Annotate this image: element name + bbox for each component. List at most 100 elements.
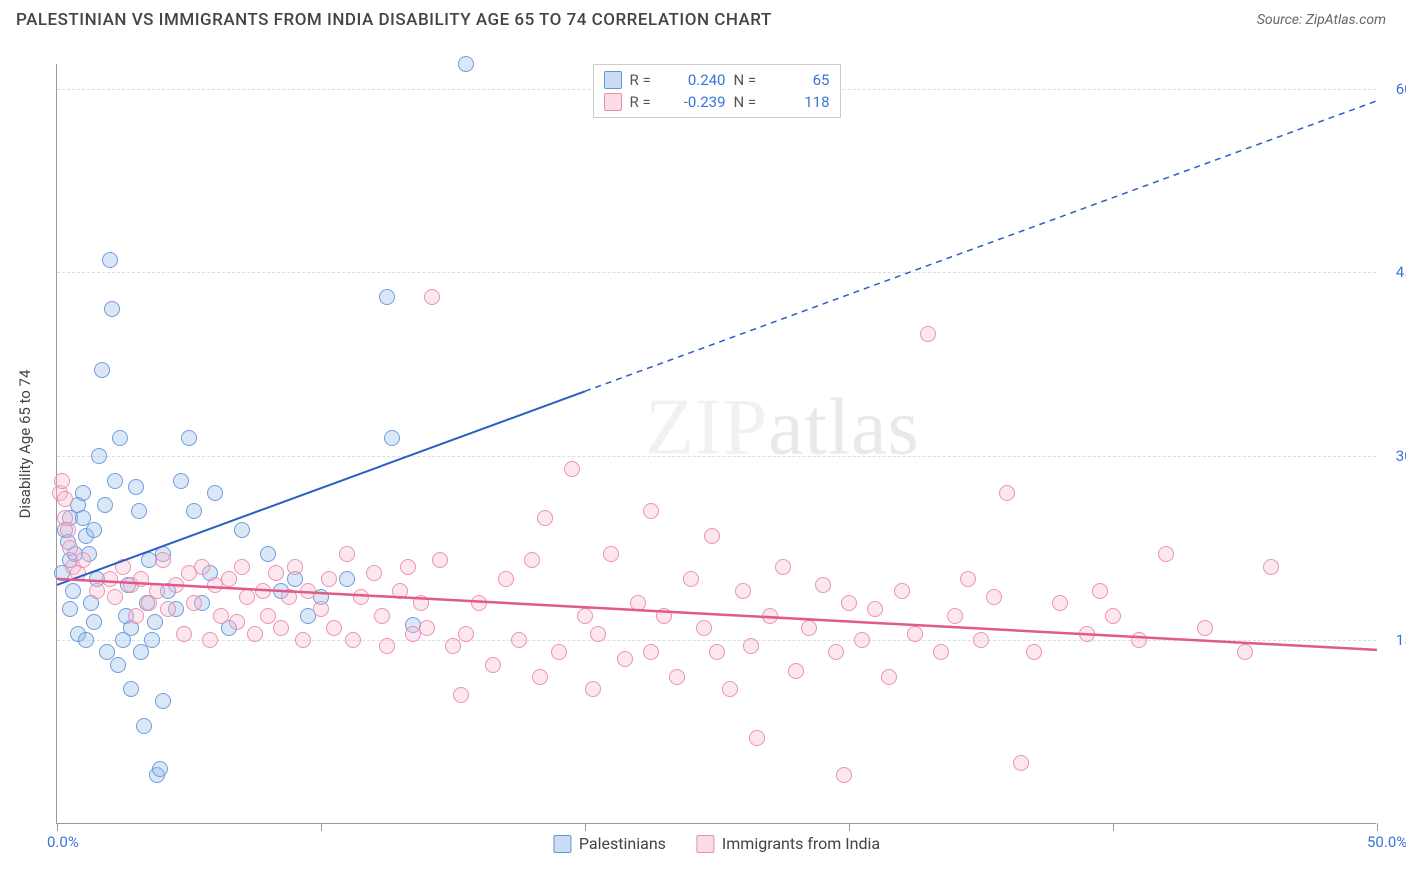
scatter-point <box>181 430 197 446</box>
scatter-point <box>75 485 91 501</box>
scatter-point <box>392 583 408 599</box>
scatter-point <box>735 583 751 599</box>
y-tick-label: 60.0% <box>1396 80 1406 98</box>
scatter-point <box>273 620 289 636</box>
scatter-point <box>313 601 329 617</box>
scatter-point <box>1079 626 1095 642</box>
x-tick-label: 0.0% <box>47 833 79 851</box>
scatter-point <box>366 565 382 581</box>
scatter-point <box>617 651 633 667</box>
scatter-point <box>326 620 342 636</box>
scatter-point <box>704 528 720 544</box>
x-tick <box>57 823 58 831</box>
scatter-point <box>630 595 646 611</box>
legend-r-value: -0.239 <box>666 93 726 111</box>
scatter-point <box>986 589 1002 605</box>
y-tick-label: 30.0% <box>1396 447 1406 465</box>
scatter-point <box>749 730 765 746</box>
scatter-point <box>920 326 936 342</box>
legend-r-value: 0.240 <box>666 71 726 89</box>
scatter-point <box>453 687 469 703</box>
scatter-point <box>168 577 184 593</box>
legend-series: PalestiniansImmigrants from India <box>553 834 880 853</box>
scatter-point <box>186 595 202 611</box>
scatter-point <box>1052 595 1068 611</box>
scatter-point <box>91 448 107 464</box>
scatter-point <box>229 614 245 630</box>
scatter-point <box>379 289 395 305</box>
x-tick <box>585 823 586 831</box>
scatter-point <box>815 577 831 593</box>
scatter-point <box>1026 644 1042 660</box>
scatter-point <box>128 608 144 624</box>
scatter-point <box>532 669 548 685</box>
legend-correlation: R =0.240N =65R =-0.239N =118 <box>593 64 841 118</box>
trend-lines <box>57 64 1376 823</box>
scatter-point <box>339 546 355 562</box>
scatter-point <box>287 559 303 575</box>
scatter-point <box>577 608 593 624</box>
scatter-point <box>1263 559 1279 575</box>
scatter-point <box>458 626 474 642</box>
scatter-point <box>155 693 171 709</box>
scatter-point <box>384 430 400 446</box>
scatter-point <box>234 559 250 575</box>
legend-row: R = -0.239 N = 118 <box>604 91 830 113</box>
scatter-point <box>947 608 963 624</box>
legend-n-value: 118 <box>770 93 830 111</box>
scatter-point <box>202 632 218 648</box>
scatter-point <box>458 56 474 72</box>
scatter-point <box>841 595 857 611</box>
scatter-point <box>102 571 118 587</box>
scatter-point <box>551 644 567 660</box>
scatter-point <box>1197 620 1213 636</box>
watermark: ZIPatlas <box>645 383 920 474</box>
scatter-point <box>149 583 165 599</box>
scatter-point <box>147 614 163 630</box>
scatter-point <box>281 589 297 605</box>
scatter-point <box>268 565 284 581</box>
x-tick <box>1113 823 1114 831</box>
scatter-point <box>86 522 102 538</box>
y-tick-label: 15.0% <box>1396 631 1406 649</box>
scatter-point <box>353 589 369 605</box>
scatter-point <box>234 522 250 538</box>
scatter-point <box>511 632 527 648</box>
scatter-point <box>94 362 110 378</box>
scatter-point <box>160 601 176 617</box>
scatter-point <box>907 626 923 642</box>
chart-source: Source: ZipAtlas.com <box>1257 12 1386 28</box>
scatter-point <box>213 608 229 624</box>
scatter-point <box>683 571 699 587</box>
scatter-point <box>60 522 76 538</box>
scatter-point <box>89 583 105 599</box>
scatter-point <box>345 632 361 648</box>
legend-r-label: R = <box>630 93 658 111</box>
scatter-point <box>57 491 73 507</box>
scatter-point <box>374 608 390 624</box>
legend-swatch <box>604 71 622 89</box>
scatter-point <box>999 485 1015 501</box>
gridline-horizontal <box>57 456 1376 457</box>
scatter-point <box>239 589 255 605</box>
scatter-point <box>656 608 672 624</box>
scatter-point <box>300 583 316 599</box>
scatter-point <box>173 473 189 489</box>
scatter-point <box>123 681 139 697</box>
scatter-point <box>590 626 606 642</box>
legend-item: Immigrants from India <box>696 834 880 853</box>
scatter-point <box>471 595 487 611</box>
scatter-point <box>54 473 70 489</box>
scatter-point <box>155 552 171 568</box>
scatter-point <box>62 601 78 617</box>
scatter-point <box>133 571 149 587</box>
scatter-point <box>669 669 685 685</box>
scatter-point <box>564 461 580 477</box>
gridline-horizontal <box>57 272 1376 273</box>
legend-n-label: N = <box>734 93 762 111</box>
scatter-point <box>413 595 429 611</box>
x-tick <box>321 823 322 831</box>
scatter-point <box>255 583 271 599</box>
scatter-point <box>445 638 461 654</box>
scatter-point <box>498 571 514 587</box>
